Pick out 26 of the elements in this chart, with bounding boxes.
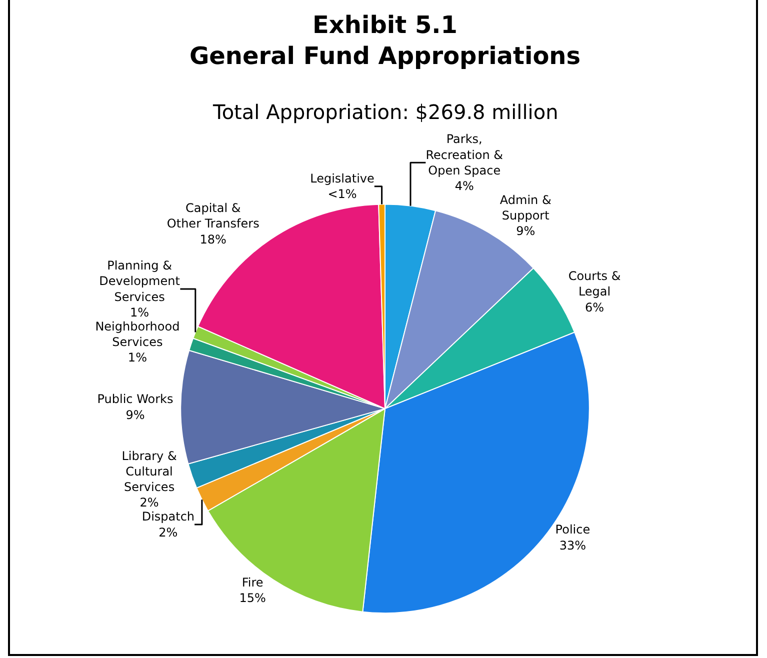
slice-label: Public Works — [97, 392, 174, 406]
data-label: 1% — [130, 305, 150, 320]
data-label: 33% — [559, 538, 586, 552]
slice-label: Admin & Support — [500, 193, 552, 223]
data-label: 2% — [140, 496, 159, 510]
slice-label: Police — [555, 522, 590, 537]
data-label: 18% — [200, 232, 226, 246]
chart-title: Exhibit 5.1 General Fund Appropriations — [189, 10, 581, 70]
data-label: 1% — [128, 350, 147, 365]
data-label: <1% — [328, 187, 357, 202]
slice-label: Neighborhood Services — [95, 319, 180, 350]
chart-subtitle: Total Appropriation: $269.8 million — [212, 100, 558, 124]
slice-label: Legislative — [310, 172, 374, 186]
slice-label: Courts & Legal — [568, 269, 621, 299]
data-label: 15% — [239, 590, 266, 605]
slice-label: Dispatch — [142, 510, 195, 524]
slice-label: Library & Cultural Services — [122, 448, 177, 494]
data-label: 6% — [585, 300, 604, 314]
data-label: 4% — [454, 179, 474, 194]
data-label: 9% — [126, 408, 145, 422]
slice-label: Planning & Development Services — [99, 258, 180, 304]
slice-label: Capital & Other Transfers — [166, 201, 260, 231]
data-label: 2% — [158, 525, 178, 540]
slice-label: Fire — [242, 575, 264, 590]
slice-label: Parks, Recreation & Open Space — [426, 132, 504, 178]
data-label: 9% — [516, 224, 536, 238]
